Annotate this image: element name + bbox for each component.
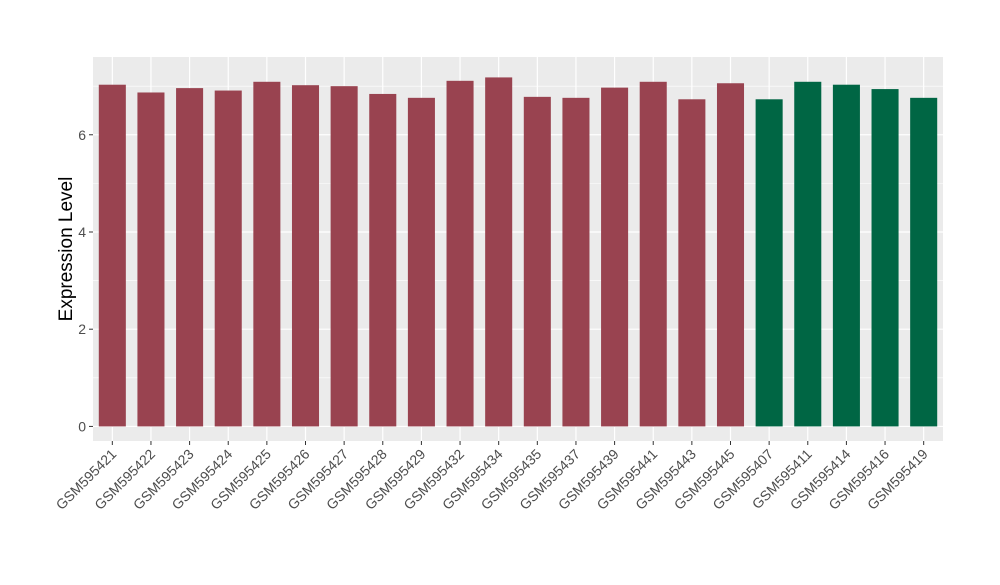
bar-GSM595421 xyxy=(98,84,126,427)
y-tick-label: 4 xyxy=(78,224,86,240)
bar-GSM595428 xyxy=(369,93,397,427)
bar-GSM595434 xyxy=(485,77,513,427)
y-axis: 0 2 4 6 xyxy=(78,127,93,434)
bar-GSM595441 xyxy=(639,81,667,427)
bar-GSM595411 xyxy=(794,81,822,427)
bar-GSM595419 xyxy=(910,97,938,427)
bar-GSM595443 xyxy=(678,99,706,427)
bar-GSM595429 xyxy=(407,97,435,427)
bar-GSM595432 xyxy=(446,80,474,427)
bar-GSM595407 xyxy=(755,99,783,427)
bar-GSM595437 xyxy=(562,97,590,427)
y-tick-label: 6 xyxy=(78,127,86,143)
bar-GSM595445 xyxy=(716,83,745,427)
bar-GSM595424 xyxy=(214,90,242,427)
bar-GSM595425 xyxy=(253,81,281,427)
bars xyxy=(98,77,938,427)
bar-GSM595435 xyxy=(523,96,551,427)
bar-GSM595416 xyxy=(871,89,899,427)
y-axis-label: Expression Level xyxy=(56,177,77,322)
bar-GSM595427 xyxy=(330,86,358,427)
bar-GSM595426 xyxy=(291,85,320,427)
bar-GSM595414 xyxy=(832,84,860,427)
y-tick-label: 2 xyxy=(78,321,86,337)
bar-GSM595422 xyxy=(137,92,165,427)
y-tick-label: 0 xyxy=(78,418,86,434)
x-axis: GSM595421GSM595422GSM595423GSM595424GSM5… xyxy=(53,441,931,513)
bar-GSM595423 xyxy=(176,88,204,427)
bar-GSM595439 xyxy=(601,87,629,427)
